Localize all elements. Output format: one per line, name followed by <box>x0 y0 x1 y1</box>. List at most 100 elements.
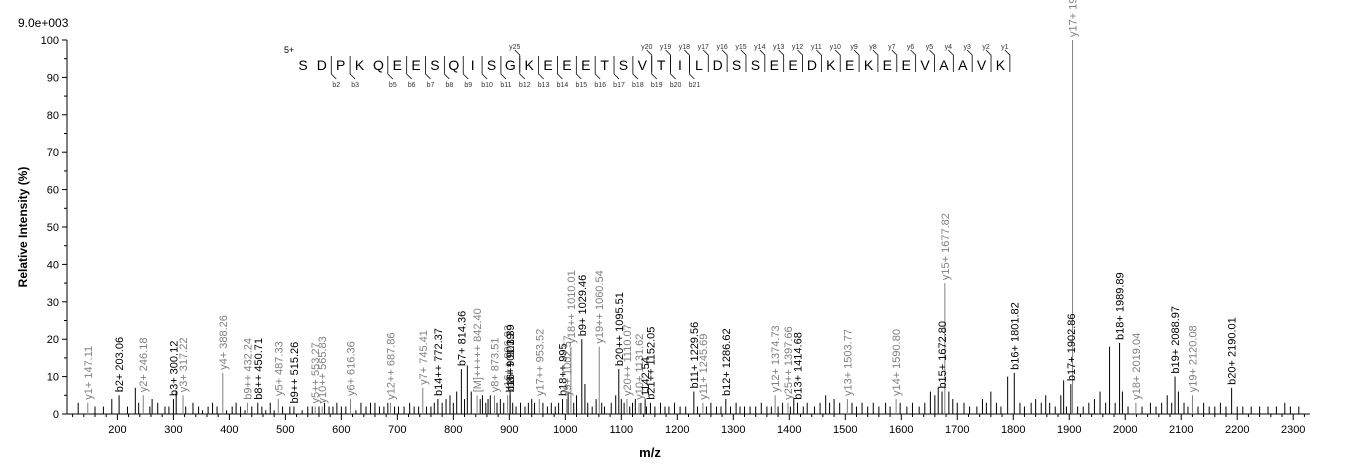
sequence-residue: Q <box>448 57 459 73</box>
peak-label: y17++ 953.52 <box>534 329 546 396</box>
b-ion-marker <box>330 56 337 80</box>
peak-label: y14+ 1590.80 <box>891 329 903 396</box>
y-ion-marker <box>834 49 841 72</box>
sequence-residue: Q <box>373 57 384 73</box>
y-ion-label: y12 <box>792 44 803 51</box>
sequence-residue: V <box>977 57 987 73</box>
y-ion-label: y13 <box>773 44 784 51</box>
x-tick-label: 1900 <box>1057 424 1081 436</box>
x-tick-label: 1500 <box>833 424 857 436</box>
peak-label: y16++ 896.93 <box>503 325 515 392</box>
peak-label: [M]+++++ 842.40 <box>472 308 484 392</box>
x-tick-label: 600 <box>332 424 350 436</box>
sequence-residue: K <box>996 57 1006 73</box>
x-tick-label: 700 <box>388 424 406 436</box>
x-tick-label: 400 <box>220 424 238 436</box>
sequence-residue: K <box>864 57 874 73</box>
b-ion-label: b6 <box>408 82 416 89</box>
peak-label: y12+ 1374.73 <box>770 325 782 392</box>
b-ion-label: b20 <box>670 82 682 89</box>
peak-label: b11+ 1229.56 <box>689 322 701 389</box>
peak-label: b16+ 1801.82 <box>1009 302 1021 370</box>
y-ion-marker <box>702 49 709 72</box>
sequence-residue: E <box>581 57 590 73</box>
y-ticks: 0 10 20 30 40 50 60 70 80 90 100 <box>41 35 67 421</box>
peak-label: b14++ 772.37 <box>433 328 445 396</box>
sequence-residue: E <box>883 57 892 73</box>
b-ion-label: b17 <box>613 82 625 89</box>
peak-label: y12++ 687.86 <box>386 332 398 399</box>
b-ion-marker <box>462 56 469 80</box>
x-tick-label: 1600 <box>889 424 913 436</box>
y-ion-label: y4 <box>945 44 953 51</box>
x-tick-label: 800 <box>444 424 462 436</box>
b-ion-marker <box>557 56 563 80</box>
b-ion-label: b7 <box>427 82 435 89</box>
peak-label: y4+ 388.26 <box>218 315 230 370</box>
b-ion-label: b14 <box>557 82 569 89</box>
b-ion-label: b11 <box>500 82 511 89</box>
b-ion-marker <box>519 56 526 80</box>
y-tick-label: 0 <box>53 409 59 421</box>
x-tick-label: 1200 <box>665 424 689 436</box>
sequence-residue: D <box>807 57 817 73</box>
sequence-residue: E <box>543 57 552 73</box>
x-tick-label: 500 <box>276 424 294 436</box>
y-ion-label: y3 <box>963 44 971 51</box>
peak-label: y18++ 1010.01 <box>566 270 578 343</box>
x-tick-label: 1000 <box>553 424 577 436</box>
peak-label: y25++ 1397.66 <box>783 326 795 399</box>
peak-label: y5++ 553.27 <box>310 342 322 403</box>
b-ion-marker <box>651 56 658 80</box>
peak-label: b12+ 1286.62 <box>721 328 733 396</box>
sequence-residue: S <box>751 57 760 73</box>
peak-label: y10+ 1131.62 <box>634 334 646 400</box>
peak-label: b19+ 2088.97 <box>1170 306 1182 374</box>
b-ion-label: b3 <box>351 82 359 89</box>
y-ion-marker <box>759 49 766 72</box>
y-ion-marker <box>740 49 747 72</box>
x-tick-label: 2000 <box>1113 424 1137 436</box>
y-ion-label: y1 <box>1001 44 1009 51</box>
y-ion-label: y19 <box>660 44 671 51</box>
sequence-residue: E <box>411 57 420 73</box>
peak-label: y10++ 565.83 <box>317 336 329 403</box>
peak-label: b17+ 1902.86 <box>1066 313 1078 381</box>
peak-label: y2+ 246.18 <box>138 338 150 393</box>
sequence-residue: K <box>525 57 535 73</box>
b-ion-label: b15 <box>575 82 587 89</box>
y-tick-label: 10 <box>47 372 59 384</box>
y-axis-label: Relative Intensity (%) <box>16 167 30 288</box>
peak-label: y1+ 147.11 <box>83 346 95 400</box>
sequence-residue: A <box>958 57 968 73</box>
y-ion-marker <box>778 49 785 72</box>
b-ion-marker <box>632 56 639 80</box>
b-ion-label: b18 <box>632 82 644 89</box>
peak-labels: y1+ 147.11 b2+ 203.06 y2+ 246.18 b3+ 300.12… <box>83 0 1239 404</box>
y-tick-label: 100 <box>41 35 59 47</box>
peak-label: y20++ 1110.07 <box>622 324 634 396</box>
y-ion-marker <box>1004 49 1011 72</box>
sequence-residue: S <box>619 57 628 73</box>
sequence-residue: S <box>487 57 496 73</box>
peak-label: 1142.54 <box>640 357 652 396</box>
y-ion-marker <box>816 49 822 72</box>
peak-label: y18+ 2019.04 <box>1131 333 1143 400</box>
sequence-residue: T <box>600 57 609 73</box>
sequence-residue: G <box>505 57 516 73</box>
peak-label: b20++ 1095.51 <box>614 292 626 366</box>
y-ion-label: y7 <box>888 44 896 51</box>
b-ion-marker <box>575 56 582 80</box>
b-ion-label: b13 <box>538 82 550 89</box>
y-tick-label: 20 <box>47 334 59 346</box>
sequence-residue: I <box>471 57 475 73</box>
peak-label: y6+ 616.36 <box>346 341 358 396</box>
b-ion-label: b12 <box>519 82 531 89</box>
peak-label: b16++ 901.39 <box>505 324 517 392</box>
peak-label: b18+ 1989.89 <box>1115 272 1127 340</box>
peaks <box>77 40 1300 414</box>
b-ion-marker <box>670 56 676 80</box>
x-tick-label: 1100 <box>609 424 633 436</box>
x-tick-label: 2100 <box>1169 424 1193 436</box>
b-ion-marker <box>443 56 450 80</box>
